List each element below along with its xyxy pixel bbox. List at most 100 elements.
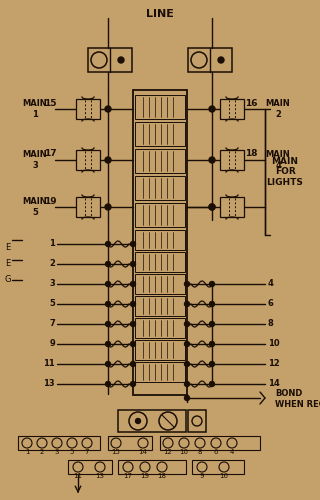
- Text: 13: 13: [44, 380, 55, 388]
- Bar: [135, 274, 185, 294]
- Circle shape: [185, 342, 189, 346]
- Circle shape: [210, 282, 214, 286]
- Bar: [18, 436, 100, 450]
- Text: MAIN
FOR
LIGHTS: MAIN FOR LIGHTS: [267, 157, 303, 187]
- Bar: [76, 99, 100, 119]
- Circle shape: [218, 57, 224, 63]
- Bar: [220, 99, 244, 119]
- Circle shape: [131, 302, 135, 306]
- Bar: [76, 150, 100, 170]
- Text: 17: 17: [124, 473, 132, 479]
- Text: 15: 15: [44, 98, 57, 108]
- Circle shape: [210, 362, 214, 366]
- Circle shape: [131, 322, 135, 326]
- Circle shape: [106, 382, 110, 386]
- Circle shape: [210, 342, 214, 346]
- Text: 10: 10: [268, 340, 280, 348]
- Circle shape: [118, 57, 124, 63]
- Circle shape: [131, 262, 135, 266]
- Bar: [135, 149, 185, 173]
- Text: 11: 11: [43, 360, 55, 368]
- Text: G: G: [5, 274, 11, 283]
- Bar: [188, 48, 232, 72]
- Circle shape: [185, 382, 189, 386]
- Bar: [108, 436, 152, 450]
- Text: 9: 9: [49, 340, 55, 348]
- Text: 16: 16: [245, 98, 258, 108]
- Text: 16: 16: [220, 473, 228, 479]
- Text: BOND: BOND: [275, 388, 302, 398]
- Circle shape: [106, 282, 110, 286]
- Circle shape: [131, 282, 135, 286]
- Circle shape: [209, 157, 215, 163]
- Circle shape: [131, 242, 135, 246]
- Bar: [135, 95, 185, 119]
- Text: 14: 14: [139, 449, 148, 455]
- Bar: [188, 410, 206, 432]
- Text: LINE: LINE: [146, 9, 174, 19]
- Text: 6: 6: [214, 449, 218, 455]
- Text: 19: 19: [44, 196, 57, 205]
- Text: 8: 8: [268, 320, 274, 328]
- Text: 12: 12: [268, 360, 280, 368]
- Bar: [135, 362, 185, 382]
- Bar: [220, 99, 244, 119]
- Bar: [133, 90, 187, 395]
- Bar: [135, 252, 185, 272]
- Circle shape: [106, 342, 110, 346]
- Bar: [135, 122, 185, 146]
- Text: 2: 2: [40, 449, 44, 455]
- Text: 4: 4: [268, 280, 274, 288]
- Circle shape: [131, 342, 135, 346]
- Text: 3: 3: [49, 280, 55, 288]
- Bar: [135, 203, 185, 227]
- Text: 1: 1: [25, 449, 29, 455]
- Circle shape: [209, 204, 215, 210]
- Bar: [220, 150, 244, 170]
- Text: 7: 7: [49, 320, 55, 328]
- Bar: [220, 150, 244, 170]
- Circle shape: [210, 302, 214, 306]
- Circle shape: [105, 106, 111, 112]
- Text: MAIN
5: MAIN 5: [23, 198, 47, 216]
- Text: 17: 17: [44, 150, 57, 158]
- Bar: [68, 460, 112, 474]
- Bar: [135, 340, 185, 360]
- Text: 18: 18: [245, 150, 258, 158]
- Bar: [135, 318, 185, 338]
- Text: MAIN
4: MAIN 4: [266, 150, 290, 170]
- Circle shape: [135, 418, 140, 424]
- Text: 1: 1: [49, 240, 55, 248]
- Text: 14: 14: [268, 380, 280, 388]
- Bar: [160, 436, 260, 450]
- Bar: [135, 296, 185, 316]
- Bar: [135, 176, 185, 200]
- Circle shape: [185, 396, 189, 400]
- Circle shape: [106, 302, 110, 306]
- Text: 7: 7: [85, 449, 89, 455]
- Circle shape: [210, 322, 214, 326]
- Bar: [118, 460, 186, 474]
- Bar: [118, 410, 186, 432]
- Text: 15: 15: [112, 449, 120, 455]
- Bar: [192, 460, 244, 474]
- Text: WHEN REQ'D.: WHEN REQ'D.: [275, 400, 320, 409]
- Text: 4: 4: [230, 449, 234, 455]
- Circle shape: [131, 382, 135, 386]
- Bar: [76, 197, 100, 217]
- Text: 3: 3: [55, 449, 59, 455]
- Circle shape: [106, 262, 110, 266]
- Text: 2: 2: [49, 260, 55, 268]
- Text: 10: 10: [180, 449, 188, 455]
- Text: 8: 8: [198, 449, 202, 455]
- Text: 6: 6: [268, 300, 274, 308]
- Text: 9: 9: [200, 473, 204, 479]
- Circle shape: [185, 302, 189, 306]
- Text: 11: 11: [74, 473, 83, 479]
- Text: 13: 13: [95, 473, 105, 479]
- Bar: [88, 48, 132, 72]
- Circle shape: [105, 157, 111, 163]
- Text: E: E: [5, 242, 11, 252]
- Text: 12: 12: [164, 449, 172, 455]
- Circle shape: [106, 322, 110, 326]
